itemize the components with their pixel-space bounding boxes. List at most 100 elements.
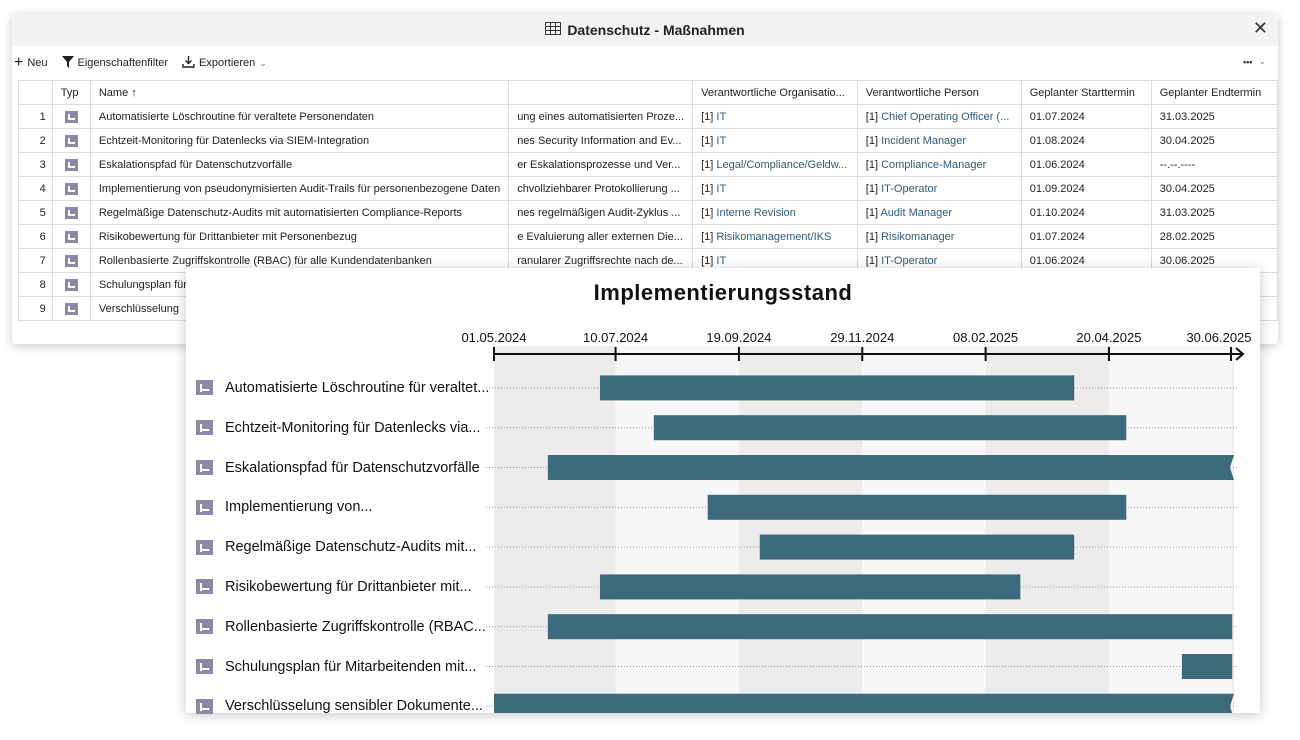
gantt-bar[interactable] xyxy=(494,693,1234,713)
time-band xyxy=(862,346,986,713)
gantt-bar[interactable] xyxy=(599,574,1021,600)
table-row[interactable]: 3 Eskalationspfad für Datenschutzvorfälle… xyxy=(18,152,1278,177)
gantt-chart: 01.05.2024 10.07.2024 19.09.2024 29.11.2024… xyxy=(461,330,1252,713)
measure-type-icon xyxy=(196,380,213,396)
gantt-row-label[interactable]: Echtzeit-Monitoring für Datenlecks via..… xyxy=(196,418,480,438)
organisation-cell: [1] Risikomanagement/IKS xyxy=(692,224,858,249)
more-options-button[interactable]: ••• ⌄ xyxy=(1243,56,1266,67)
table-icon xyxy=(545,22,562,38)
row-number: 7 xyxy=(18,248,53,273)
gantt-bar[interactable] xyxy=(547,455,1234,480)
description-cell: ung eines automatisierten Proze... xyxy=(508,104,694,129)
column-header[interactable] xyxy=(18,80,53,105)
measure-type-icon xyxy=(64,302,78,315)
gantt-row-label[interactable]: Verschlüsselung sensibler Dokumente... xyxy=(196,696,483,716)
type-cell xyxy=(51,152,91,177)
gantt-row-label[interactable]: Schulungsplan für Mitarbeitenden mit... xyxy=(196,657,476,677)
person-link[interactable]: Incident Manager xyxy=(881,134,967,147)
name-cell[interactable]: Implementierung von pseudonymisierten Au… xyxy=(89,176,510,201)
axis-tick-label: 19.09.2024 xyxy=(706,330,771,345)
end-date-cell: 30.04.2025 xyxy=(1150,128,1278,153)
person-link[interactable]: IT-Operator xyxy=(881,182,938,195)
table-row[interactable]: 2 Echtzeit-Monitoring für Datenlecks via … xyxy=(18,128,1278,153)
table-row[interactable]: 4 Implementierung von pseudonymisierten A… xyxy=(18,176,1278,201)
measure-type-icon xyxy=(64,134,78,147)
name-cell[interactable]: Regelmäßige Datenschutz-Audits mit autom… xyxy=(89,200,510,225)
gantt-bar[interactable] xyxy=(599,375,1075,401)
gantt-row-label[interactable]: Implementierung von... xyxy=(196,497,373,517)
organisation-link[interactable]: IT xyxy=(716,134,727,147)
time-band xyxy=(738,346,863,713)
row-number: 8 xyxy=(18,272,53,297)
organisation-link[interactable]: Risikomanagement/IKS xyxy=(716,230,832,243)
start-date-cell: 01.08.2024 xyxy=(1020,128,1152,153)
person-link[interactable]: IT-Operator xyxy=(881,254,938,267)
column-header[interactable] xyxy=(508,80,694,105)
gantt-row-label-text: Eskalationspfad für Datenschutzvorfälle xyxy=(225,459,480,476)
close-icon[interactable]: ✕ xyxy=(1252,18,1268,38)
measure-type-icon xyxy=(64,230,78,243)
organisation-link[interactable]: IT xyxy=(716,110,727,123)
organisation-prefix: [1] xyxy=(701,182,714,195)
axis-tick-label: 30.06.2025 xyxy=(1186,330,1251,345)
gantt-row-label[interactable]: Risikobewertung für Drittanbieter mit... xyxy=(196,577,472,597)
gantt-row-label[interactable]: Eskalationspfad für Datenschutzvorfälle xyxy=(196,458,480,478)
gantt-bar[interactable] xyxy=(1181,654,1233,679)
person-link[interactable]: Audit Manager xyxy=(880,206,953,219)
gantt-bar[interactable] xyxy=(547,614,1233,640)
window-title: Datenschutz - Maßnahmen xyxy=(545,22,745,38)
row-number: 5 xyxy=(18,200,53,225)
time-band xyxy=(1108,346,1233,713)
gantt-bar[interactable] xyxy=(707,494,1127,520)
title-bar: Datenschutz - Maßnahmen ✕ xyxy=(12,14,1278,46)
table-row[interactable]: 5 Regelmäßige Datenschutz-Audits mit auto… xyxy=(18,200,1278,225)
column-header[interactable]: Geplanter Endtermin xyxy=(1150,80,1278,105)
name-cell[interactable]: Echtzeit-Monitoring für Datenlecks via S… xyxy=(89,128,510,153)
column-header[interactable]: Verantwortliche Organisatio... xyxy=(692,80,858,105)
measure-type-icon xyxy=(196,460,213,475)
new-label: Neu xyxy=(27,57,48,69)
name-cell[interactable]: Automatisierte Löschroutine für veraltet… xyxy=(89,104,510,129)
gantt-row-label[interactable]: Automatisierte Löschroutine für veraltet… xyxy=(196,378,489,398)
person-cell: [1] Incident Manager xyxy=(856,128,1022,153)
name-cell[interactable]: Eskalationspfad für Datenschutzvorfälle xyxy=(89,152,510,177)
measure-type-icon xyxy=(196,659,213,674)
gantt-bar[interactable] xyxy=(759,534,1075,560)
person-link[interactable]: Chief Operating Officer (... xyxy=(881,110,1010,123)
time-band xyxy=(615,346,739,713)
axis-arrow-icon xyxy=(1235,347,1245,361)
download-icon xyxy=(182,55,195,71)
organisation-link[interactable]: Interne Revision xyxy=(716,206,796,219)
export-button[interactable]: Exportieren ⌄ xyxy=(182,55,267,71)
organisation-link[interactable]: IT xyxy=(716,254,727,267)
table-row[interactable]: 1 Automatisierte Löschroutine für veralte… xyxy=(18,104,1278,129)
gantt-bar[interactable] xyxy=(653,415,1127,441)
gantt-row-label-text: Echtzeit-Monitoring für Datenlecks via..… xyxy=(225,419,481,436)
table-row[interactable]: 6 Risikobewertung für Drittanbieter mit P… xyxy=(18,224,1278,249)
column-header[interactable]: Verantwortliche Person xyxy=(856,80,1022,105)
more-icon: ••• xyxy=(1243,56,1253,67)
organisation-link[interactable]: IT xyxy=(716,182,727,195)
end-date-cell: 31.03.2025 xyxy=(1150,104,1278,129)
gantt-row-label-text: Regelmäßige Datenschutz-Audits mit... xyxy=(225,539,477,556)
gantt-chart-panel: Implementierungsstand 01.05.2024 10.07.20… xyxy=(186,268,1260,716)
gantt-row-label[interactable]: Rollenbasierte Zugriffskontrolle (RBAC..… xyxy=(196,617,486,637)
person-link[interactable]: Compliance-Manager xyxy=(881,158,987,171)
type-cell xyxy=(51,272,91,297)
column-header[interactable]: Typ xyxy=(51,80,91,105)
filter-icon xyxy=(61,55,74,71)
name-cell[interactable]: Risikobewertung für Drittanbieter mit Pe… xyxy=(89,224,510,249)
new-button[interactable]: + Neu xyxy=(14,55,48,71)
organisation-prefix: [1] xyxy=(701,110,714,123)
property-filter-button[interactable]: Eigenschaftenfilter xyxy=(61,55,168,71)
organisation-link[interactable]: Legal/Compliance/Geldw... xyxy=(716,158,848,171)
gantt-row-label[interactable]: Regelmäßige Datenschutz-Audits mit... xyxy=(196,537,476,557)
description-cell: nes Security Information and Ev... xyxy=(508,128,694,153)
organisation-cell: [1] IT xyxy=(692,128,858,153)
row-number: 1 xyxy=(18,104,53,129)
column-header[interactable]: Geplanter Starttermin xyxy=(1020,80,1152,105)
measure-type-icon xyxy=(196,499,213,515)
column-header[interactable]: Name ↑ xyxy=(89,80,510,105)
end-date-cell: 28.02.2025 xyxy=(1150,224,1278,249)
person-link[interactable]: Risikomanager xyxy=(881,230,955,243)
